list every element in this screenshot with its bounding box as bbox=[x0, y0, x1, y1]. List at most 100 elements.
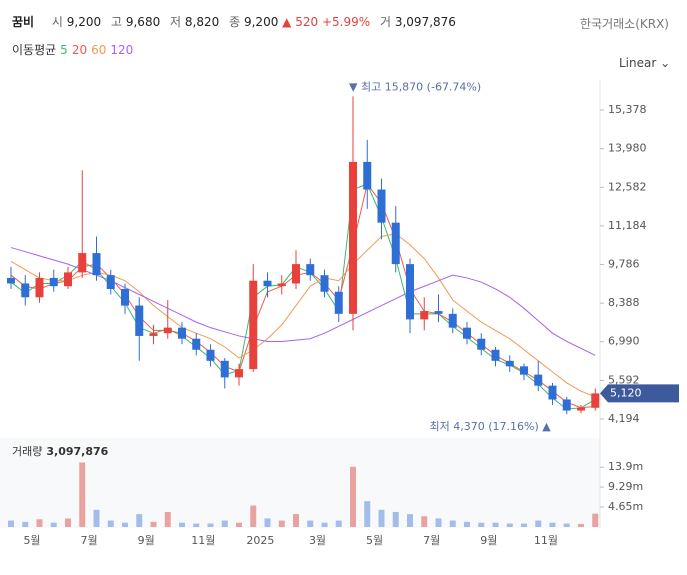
candle-body bbox=[121, 288, 129, 306]
volume-bar bbox=[107, 520, 114, 527]
x-tick-label: 11월 bbox=[534, 534, 558, 547]
volume-bar bbox=[193, 523, 200, 527]
y-tick-label: 9,786 bbox=[608, 258, 640, 271]
ma-legend-item: 20 bbox=[71, 43, 88, 57]
ma-title: 이동평균 bbox=[12, 43, 57, 57]
volume-bar bbox=[478, 522, 485, 527]
volume-bar bbox=[392, 511, 399, 527]
candle-body bbox=[35, 277, 44, 298]
volume-bar bbox=[449, 520, 456, 527]
price-tag-label: 5,120 bbox=[610, 386, 642, 399]
label: 저 bbox=[170, 15, 182, 29]
volume-bar bbox=[506, 523, 513, 527]
candle-body bbox=[420, 311, 429, 320]
volume-bar bbox=[535, 520, 542, 527]
candle-body bbox=[106, 275, 115, 289]
volume-bar bbox=[22, 521, 29, 527]
y-tick-label: 6,990 bbox=[608, 335, 640, 348]
volume-bar bbox=[578, 523, 584, 527]
x-tick-label: 3월 bbox=[309, 534, 326, 547]
candle-body bbox=[534, 374, 543, 386]
candle-body bbox=[591, 393, 600, 408]
volume-panel-bg bbox=[0, 438, 600, 528]
y-tick-label: 15,378 bbox=[608, 103, 647, 116]
volume-bar bbox=[79, 462, 86, 527]
x-tick-label: 5월 bbox=[23, 534, 40, 547]
volume-bar bbox=[464, 521, 470, 527]
volume-bar bbox=[278, 520, 285, 527]
x-tick-label: 11월 bbox=[191, 534, 215, 547]
volume-bar bbox=[50, 522, 57, 527]
volume-bar bbox=[563, 523, 570, 527]
candle-body bbox=[306, 264, 315, 276]
candle-body bbox=[363, 161, 372, 190]
candle-body bbox=[178, 327, 186, 339]
candle-body bbox=[206, 349, 215, 361]
volume-bar bbox=[179, 522, 185, 527]
candle-body bbox=[64, 272, 72, 287]
candle-body bbox=[277, 283, 286, 287]
candle-body bbox=[491, 349, 500, 361]
ma-legend-item: 120 bbox=[110, 43, 134, 57]
x-tick-label: 5월 bbox=[366, 534, 383, 547]
value: 8,820 bbox=[184, 15, 220, 29]
candle-body bbox=[477, 338, 486, 350]
volume-bar bbox=[421, 516, 428, 527]
x-tick-label: 9월 bbox=[138, 534, 155, 547]
y-tick-label: 13.9m bbox=[608, 460, 643, 473]
candle-body bbox=[520, 366, 528, 375]
candle-body bbox=[505, 360, 514, 367]
candle-body bbox=[463, 327, 471, 339]
volume-bar bbox=[549, 522, 556, 527]
candle-body bbox=[391, 222, 400, 265]
ma-legend-item: 60 bbox=[91, 43, 107, 57]
candle-body bbox=[292, 264, 300, 284]
volume-bar bbox=[321, 522, 328, 527]
volume-bar bbox=[93, 509, 100, 527]
candle-body bbox=[92, 253, 101, 276]
stock-name: 꿈비 bbox=[12, 15, 35, 29]
volume-bar bbox=[65, 518, 71, 527]
min-annotation: 최저 4,370 (17.16%) ▲ bbox=[430, 420, 552, 433]
volume-bar bbox=[435, 518, 442, 527]
volume-bar bbox=[335, 520, 342, 527]
label: 거 bbox=[379, 15, 392, 29]
scale-select[interactable]: Linear ⌄ bbox=[619, 56, 671, 70]
candle-body bbox=[7, 277, 15, 284]
volume-bar bbox=[293, 514, 299, 527]
candle-body bbox=[235, 369, 243, 378]
x-tick-label: 7월 bbox=[423, 534, 440, 547]
label: 시 bbox=[51, 15, 63, 29]
volume-title-value: 3,097,876 bbox=[46, 445, 108, 458]
x-tick-label: 7월 bbox=[81, 534, 98, 547]
value: 9,200 bbox=[66, 15, 102, 29]
value: 9,200 bbox=[243, 15, 279, 29]
candle-body bbox=[334, 291, 343, 314]
candle-body bbox=[320, 275, 329, 292]
candle-body bbox=[349, 161, 357, 314]
ma-line bbox=[10, 233, 596, 398]
volume-bar bbox=[521, 523, 527, 527]
volume-bar bbox=[236, 522, 242, 527]
candle-body bbox=[21, 283, 30, 298]
price-tag bbox=[600, 384, 679, 403]
volume-bar bbox=[36, 519, 43, 527]
candle-body bbox=[135, 305, 144, 336]
volume-bar bbox=[150, 521, 157, 527]
candle-body bbox=[406, 264, 414, 320]
candle-body bbox=[163, 327, 172, 334]
ma-legend-item: 5 bbox=[60, 43, 68, 57]
volume-bar bbox=[221, 520, 228, 527]
ma-legend[interactable]: 이동평균 5 20 60 120 bbox=[12, 41, 133, 58]
y-tick-label: 8,388 bbox=[608, 296, 640, 309]
y-tick-label: 5,592 bbox=[608, 373, 640, 386]
x-tick-label: 2025 bbox=[246, 534, 274, 547]
candle-body bbox=[548, 385, 557, 400]
volume-bar bbox=[492, 522, 499, 527]
candle-body bbox=[49, 277, 58, 287]
candle-body bbox=[448, 313, 457, 328]
volume-bar bbox=[164, 511, 171, 527]
value: 3,097,876 bbox=[394, 15, 456, 29]
